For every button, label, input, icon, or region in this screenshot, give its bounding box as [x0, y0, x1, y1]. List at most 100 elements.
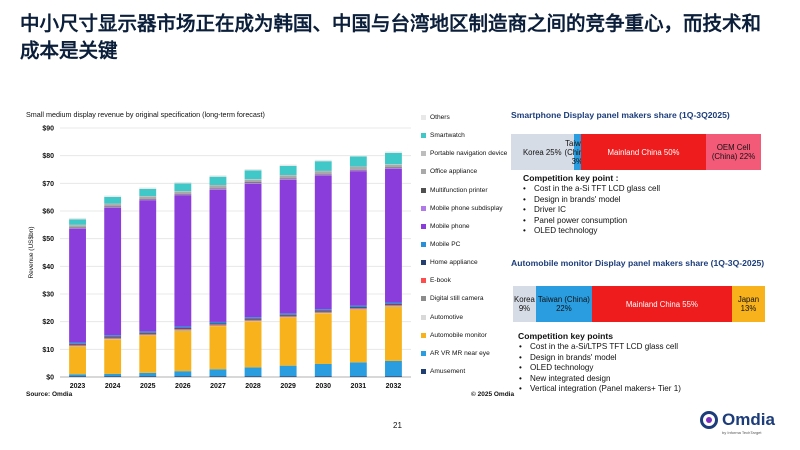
- x-tick-label: 2028: [245, 383, 261, 390]
- bar-segment: [69, 227, 86, 229]
- bar-segment: [349, 362, 367, 377]
- legend-item: Portable navigation device: [421, 150, 521, 158]
- bar-segment: [104, 335, 122, 337]
- bar-segment: [209, 185, 227, 189]
- legend-item: Amusement: [421, 368, 521, 376]
- bar-segment: [279, 175, 297, 179]
- bar-segment: [209, 326, 227, 370]
- bar-segment: [69, 219, 86, 225]
- legend-label: Others: [430, 114, 450, 121]
- bar-segment: [139, 372, 157, 377]
- y-tick-label: $60: [42, 209, 54, 216]
- bar-segment: [209, 189, 227, 322]
- bar-segment: [104, 207, 122, 208]
- legend-label: Mobile PC: [430, 241, 461, 248]
- bar-segment: [174, 191, 192, 192]
- bar-segment: [104, 196, 122, 204]
- bar-segment: [385, 302, 402, 304]
- bar-segment: [279, 314, 297, 316]
- legend-label: Amusement: [430, 368, 466, 375]
- bar-segment: [69, 374, 86, 377]
- bar-segment: [174, 326, 192, 329]
- smartphone-share-title: Smartphone Display panel makers share (1…: [511, 110, 730, 120]
- bar-segment: [314, 363, 332, 377]
- legend-label: Automobile monitor: [430, 331, 487, 339]
- bar-segment: [385, 305, 402, 307]
- bar-segment: [349, 307, 367, 309]
- automobile-share-bar: Korea 9% Taiwan (China) 22% Mainland China…: [513, 286, 765, 322]
- bar-segment: [349, 305, 367, 308]
- bar-segment: [174, 191, 192, 195]
- legend-swatch: [421, 242, 426, 247]
- bar-segment: [174, 195, 192, 327]
- bar-segment: [244, 183, 262, 318]
- x-tick-label: 2030: [315, 383, 331, 390]
- bar-segment: [279, 164, 297, 166]
- legend-swatch: [421, 133, 426, 139]
- legend-item: E-book: [421, 277, 521, 285]
- bar-segment: [314, 175, 332, 310]
- bar-segment: [279, 376, 297, 377]
- bar-segment: [69, 376, 86, 377]
- bar-segment: [279, 317, 297, 366]
- chart-copyright: © 2025 Omdia: [471, 391, 515, 398]
- bar-segment: [349, 169, 367, 171]
- legend-item: Others: [421, 114, 521, 122]
- bar-segment: [314, 309, 332, 311]
- legend-swatch: [421, 296, 426, 302]
- bar-segment: [385, 306, 402, 361]
- legend-label: Smartwatch: [430, 132, 465, 140]
- x-tick-label: 2029: [280, 383, 296, 390]
- bar-segment: [244, 183, 262, 184]
- bar-segment: [104, 203, 122, 205]
- bar-segment: [139, 200, 157, 332]
- bar-segment: [174, 328, 192, 329]
- smartphone-cp-title: Competition key point :: [523, 173, 619, 183]
- legend-item: Automobile monitor: [421, 332, 521, 340]
- bar-segment: [69, 343, 86, 345]
- y-tick-label: $0: [46, 375, 54, 382]
- bar-segment: [244, 320, 262, 322]
- legend-label: Digital still camera: [430, 295, 484, 303]
- bar-segment: [139, 188, 157, 197]
- bar-segment: [209, 369, 227, 377]
- bar-segment: [349, 308, 367, 310]
- bar-segment: [104, 195, 122, 197]
- legend-swatch: [421, 369, 426, 374]
- legend-label: Automotive: [430, 313, 463, 321]
- bar-segment: [139, 199, 157, 201]
- y-tick-label: $40: [42, 264, 54, 271]
- omdia-logo-icon: [700, 411, 718, 429]
- bar-segment: [279, 179, 297, 314]
- legend-swatch: [421, 332, 426, 338]
- bar-segment: [349, 156, 367, 167]
- bar-segment: [314, 159, 332, 162]
- bar-segment: [244, 170, 262, 180]
- competition-point: Driver IC: [520, 205, 760, 216]
- bar-segment: [244, 376, 262, 377]
- share-segment: Mainland China 50%: [581, 134, 706, 170]
- bar-segment: [139, 376, 157, 377]
- bar-segment: [139, 196, 157, 200]
- page-number: 21: [393, 421, 402, 430]
- legend-swatch: [421, 223, 426, 229]
- share-segment: Japan 13%: [731, 286, 765, 322]
- bar-segment: [104, 207, 122, 336]
- legend-item: Mobile phone: [421, 223, 521, 231]
- legend-item: Office appliance: [421, 168, 521, 176]
- legend-label: AR VR MR near eye: [430, 349, 490, 357]
- bar-segment: [69, 228, 86, 229]
- bar-segment: [244, 318, 262, 320]
- bar-segment: [69, 344, 86, 346]
- bar-segment: [69, 224, 86, 226]
- bar-segment: [314, 161, 332, 171]
- legend-label: Mobile phone: [430, 222, 470, 230]
- bar-segment: [209, 324, 227, 326]
- bar-segment: [139, 196, 157, 197]
- competition-point: OLED technology: [516, 363, 776, 374]
- legend-swatch: [421, 350, 426, 356]
- bar-segment: [279, 313, 297, 315]
- bar-segment: [174, 371, 192, 377]
- bar-segment: [279, 316, 297, 318]
- legend-label: Portable navigation device: [430, 150, 508, 158]
